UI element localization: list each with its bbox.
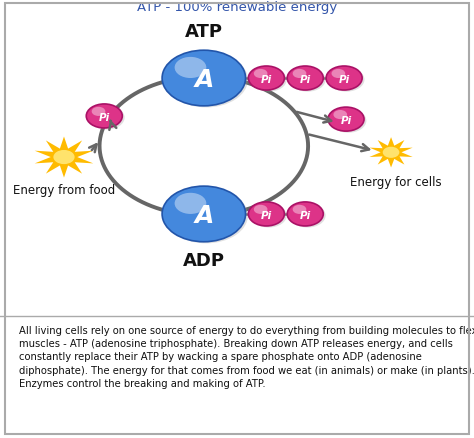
Text: A: A xyxy=(194,67,213,92)
Circle shape xyxy=(383,148,400,159)
Circle shape xyxy=(331,70,345,79)
Text: Pi: Pi xyxy=(300,210,311,220)
Circle shape xyxy=(251,68,287,92)
FancyBboxPatch shape xyxy=(0,0,474,22)
Text: Pi: Pi xyxy=(300,74,311,85)
Circle shape xyxy=(330,110,366,134)
Circle shape xyxy=(251,204,287,228)
Text: Energy for cells: Energy for cells xyxy=(350,176,442,189)
Text: Pi: Pi xyxy=(261,210,272,220)
Circle shape xyxy=(91,108,105,117)
Circle shape xyxy=(328,108,364,132)
Text: ATP: ATP xyxy=(185,23,223,41)
Circle shape xyxy=(86,105,122,129)
Circle shape xyxy=(162,51,246,106)
Circle shape xyxy=(174,193,206,215)
Circle shape xyxy=(89,106,125,130)
Circle shape xyxy=(248,202,284,226)
Circle shape xyxy=(248,67,284,91)
Circle shape xyxy=(287,67,323,91)
Circle shape xyxy=(290,204,326,228)
Text: ADP: ADP xyxy=(183,251,225,269)
Text: Energy from food: Energy from food xyxy=(13,184,115,197)
Circle shape xyxy=(333,111,347,120)
Circle shape xyxy=(290,68,326,92)
Circle shape xyxy=(54,151,74,165)
Circle shape xyxy=(174,58,206,79)
Circle shape xyxy=(164,53,248,108)
Text: All living cells rely on one source of energy to do everything from building mol: All living cells rely on one source of e… xyxy=(19,325,474,388)
Polygon shape xyxy=(369,138,413,168)
Polygon shape xyxy=(35,137,93,178)
Circle shape xyxy=(326,67,362,91)
Text: A: A xyxy=(194,203,213,227)
Text: Pi: Pi xyxy=(99,112,110,122)
Text: Pi: Pi xyxy=(261,74,272,85)
Text: ATP - 100% renewable energy: ATP - 100% renewable energy xyxy=(137,1,337,14)
Circle shape xyxy=(287,202,323,226)
Circle shape xyxy=(162,187,246,242)
Circle shape xyxy=(292,70,306,79)
Circle shape xyxy=(164,188,248,244)
Text: Pi: Pi xyxy=(338,74,350,85)
Text: Pi: Pi xyxy=(340,116,352,125)
Circle shape xyxy=(254,70,267,79)
Circle shape xyxy=(328,68,365,92)
Circle shape xyxy=(292,205,306,215)
Circle shape xyxy=(254,205,267,215)
